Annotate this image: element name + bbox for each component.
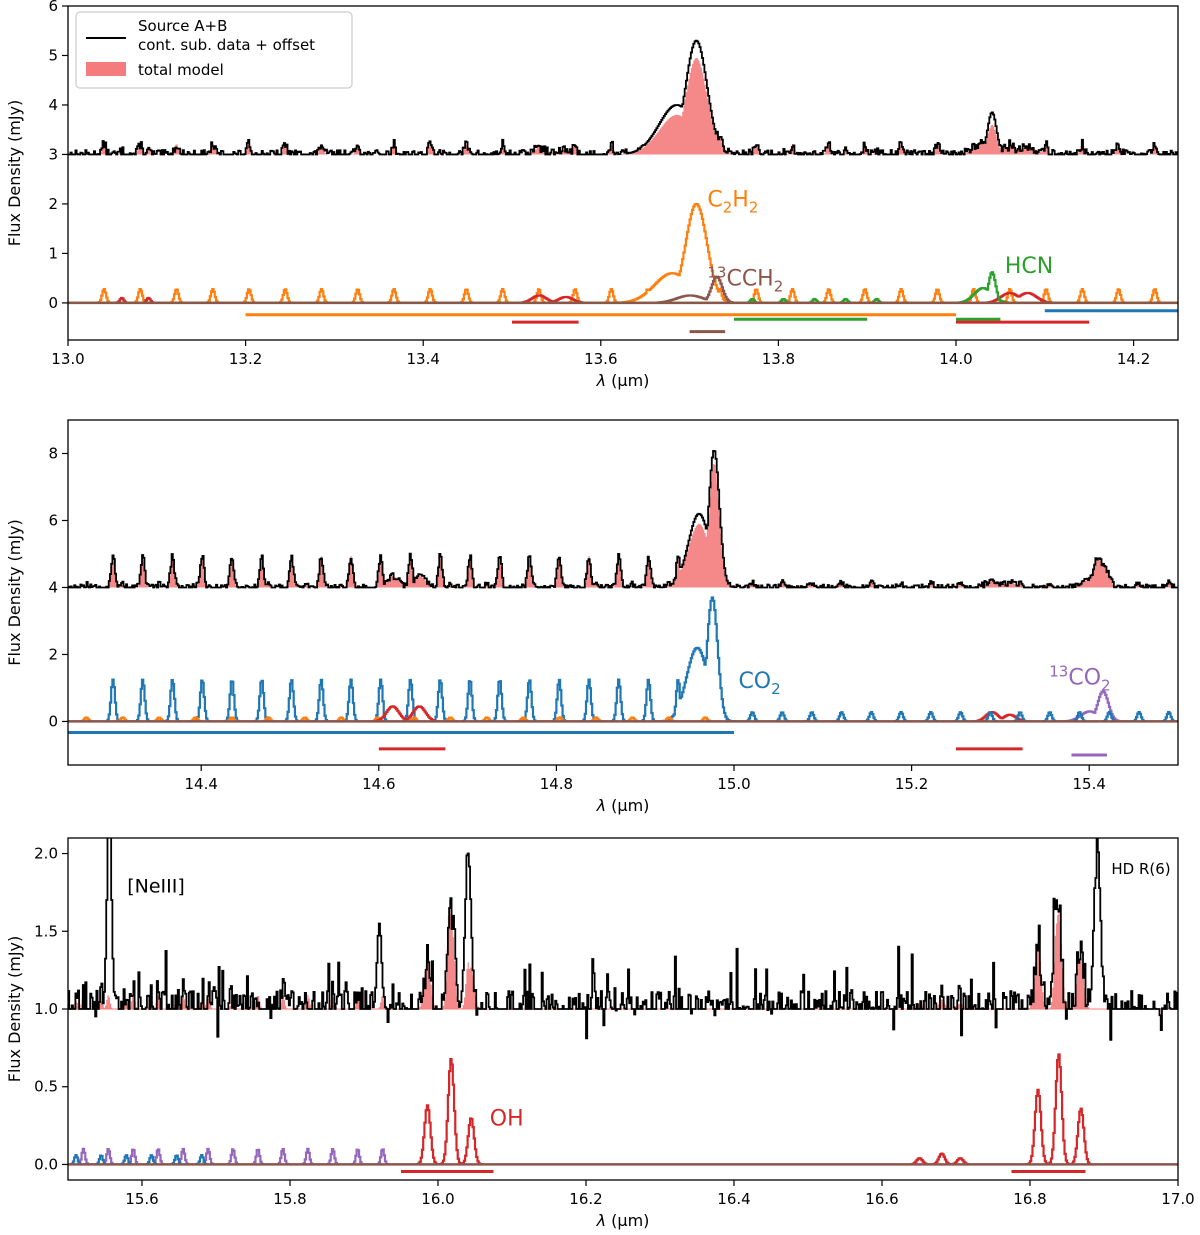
label-main: OH — [490, 1107, 524, 1132]
y-tick-label: 2 — [48, 195, 58, 213]
panel-top: 13.0 13.2 13.4 13.6 13.8 14.0 14.2 0 1 2 3 4 5 6 λ (μm… — [5, 0, 1179, 390]
data-spectrum-line — [68, 39, 1178, 156]
label-subscript: 2 — [1101, 677, 1111, 695]
x-axis-title: λ (μm) — [596, 371, 650, 390]
y-tick-label: 4 — [48, 96, 58, 114]
annotation-label: HD R(6) — [1111, 860, 1170, 878]
species-line-OH — [68, 1053, 1178, 1166]
y-tick-label: 4 — [48, 578, 58, 596]
y-tick-label: 0 — [48, 712, 58, 730]
x-tick-label: 16.6 — [865, 1190, 898, 1208]
x-tick-label: 14.8 — [540, 775, 573, 793]
y-tick-label: 0 — [48, 294, 58, 312]
axes-frame — [67, 419, 1179, 766]
y-tick-label: 5 — [48, 46, 58, 64]
molecule-label-CO2: CO2 — [738, 669, 780, 698]
x-tick-label: 15.0 — [717, 775, 750, 793]
panel-middle: 14.4 14.6 14.8 15.0 15.2 15.4 0 2 4 6 8 λ (μm) Flux … — [5, 419, 1179, 815]
y-tick-label: 0.5 — [34, 1078, 58, 1096]
plot-area — [68, 838, 1178, 1173]
axes-frame — [67, 5, 1179, 341]
x-axis-symbol: λ — [596, 796, 606, 815]
y-tick-label: 6 — [48, 511, 58, 529]
label-subscript-2: 2 — [749, 198, 759, 216]
legend-data-label-1: Source A+B — [138, 17, 227, 35]
legend-frame — [75, 11, 353, 89]
y-axis-title: Flux Density (mJy) — [5, 519, 24, 666]
molecule-label-13CO2: 13CO2 — [1049, 663, 1110, 695]
molecule-label-C2H2: C2H2 — [707, 187, 758, 216]
x-tick-label: 13.2 — [229, 350, 262, 368]
data-spectrum-line — [68, 449, 1178, 589]
legend-model-label: total model — [138, 61, 224, 79]
x-tick-label: 13.0 — [51, 350, 84, 368]
y-tick-label: 2.0 — [34, 845, 58, 863]
species-line-13CO2 — [68, 1147, 1178, 1166]
x-axis-symbol: λ — [596, 1211, 606, 1230]
label-subscript: 2 — [774, 278, 784, 296]
x-axis-unit: (μm) — [606, 796, 649, 815]
x-axis-unit: (μm) — [606, 1211, 649, 1230]
label-superscript: 13 — [707, 264, 726, 282]
species-line-CO2 — [68, 596, 1178, 723]
data-spectrum-line — [68, 838, 1178, 1041]
x-tick-label: 13.6 — [584, 350, 617, 368]
legend-model-swatch — [86, 62, 126, 76]
molecule-label-13CCH2: 13CCH2 — [707, 264, 783, 296]
x-tick-label: 15.2 — [895, 775, 928, 793]
y-tick-label: 1.5 — [34, 922, 58, 940]
x-tick-label: 17.0 — [1161, 1190, 1194, 1208]
y-tick-label: 3 — [48, 145, 58, 163]
y-tick-label: 2 — [48, 645, 58, 663]
x-tick-label: 16.0 — [421, 1190, 454, 1208]
x-axis-title: λ (μm) — [596, 1211, 650, 1230]
label-main: CO — [1068, 666, 1101, 691]
x-tick-label: 14.6 — [362, 775, 395, 793]
x-axis-title: λ (μm) — [596, 796, 650, 815]
panel-bottom: 15.6 15.8 16.0 16.2 16.4 16.6 16.8 17.0 0.0 0.5 1.… — [5, 837, 1195, 1230]
y-axis-title: Flux Density (mJy) — [5, 100, 24, 247]
x-axis-unit: (μm) — [606, 371, 649, 390]
x-tick-label: 14.2 — [1117, 350, 1150, 368]
molecule-label-HCN: HCN — [1005, 254, 1053, 279]
label-main-2: H — [732, 187, 749, 212]
label-main: HCN — [1005, 254, 1053, 279]
x-tick-label: 13.8 — [762, 350, 795, 368]
x-tick-label: 14.4 — [184, 775, 217, 793]
y-tick-label: 1 — [48, 244, 58, 262]
y-tick-label: 1.0 — [34, 1000, 58, 1018]
x-tick-label: 16.4 — [717, 1190, 750, 1208]
x-tick-label: 14.0 — [939, 350, 972, 368]
label-main: CCH — [726, 267, 773, 292]
label-main: C — [707, 187, 722, 212]
y-axis-title: Flux Density (mJy) — [5, 936, 24, 1083]
label-main: CO — [738, 669, 771, 694]
y-tick-label: 8 — [48, 444, 58, 462]
molecule-label-OH: OH — [490, 1107, 524, 1132]
x-tick-label: 16.8 — [1013, 1190, 1046, 1208]
plot-area — [68, 449, 1178, 757]
x-tick-label: 15.6 — [125, 1190, 158, 1208]
x-tick-label: 15.8 — [273, 1190, 306, 1208]
total-model-fill — [68, 464, 1178, 588]
y-tick-label: 0.0 — [34, 1155, 58, 1173]
label-superscript: 13 — [1049, 663, 1068, 681]
label-subscript: 2 — [723, 198, 733, 216]
x-tick-label: 15.4 — [1072, 775, 1105, 793]
plot-area — [68, 39, 1178, 334]
legend-data-label-2: cont. sub. data + offset — [138, 36, 315, 54]
x-tick-label: 16.2 — [569, 1190, 602, 1208]
x-tick-label: 13.4 — [406, 350, 439, 368]
x-axis-symbol: λ — [596, 371, 606, 390]
annotation-label: [NeIII] — [127, 875, 185, 897]
label-subscript: 2 — [771, 680, 781, 698]
y-tick-label: 6 — [48, 0, 58, 15]
